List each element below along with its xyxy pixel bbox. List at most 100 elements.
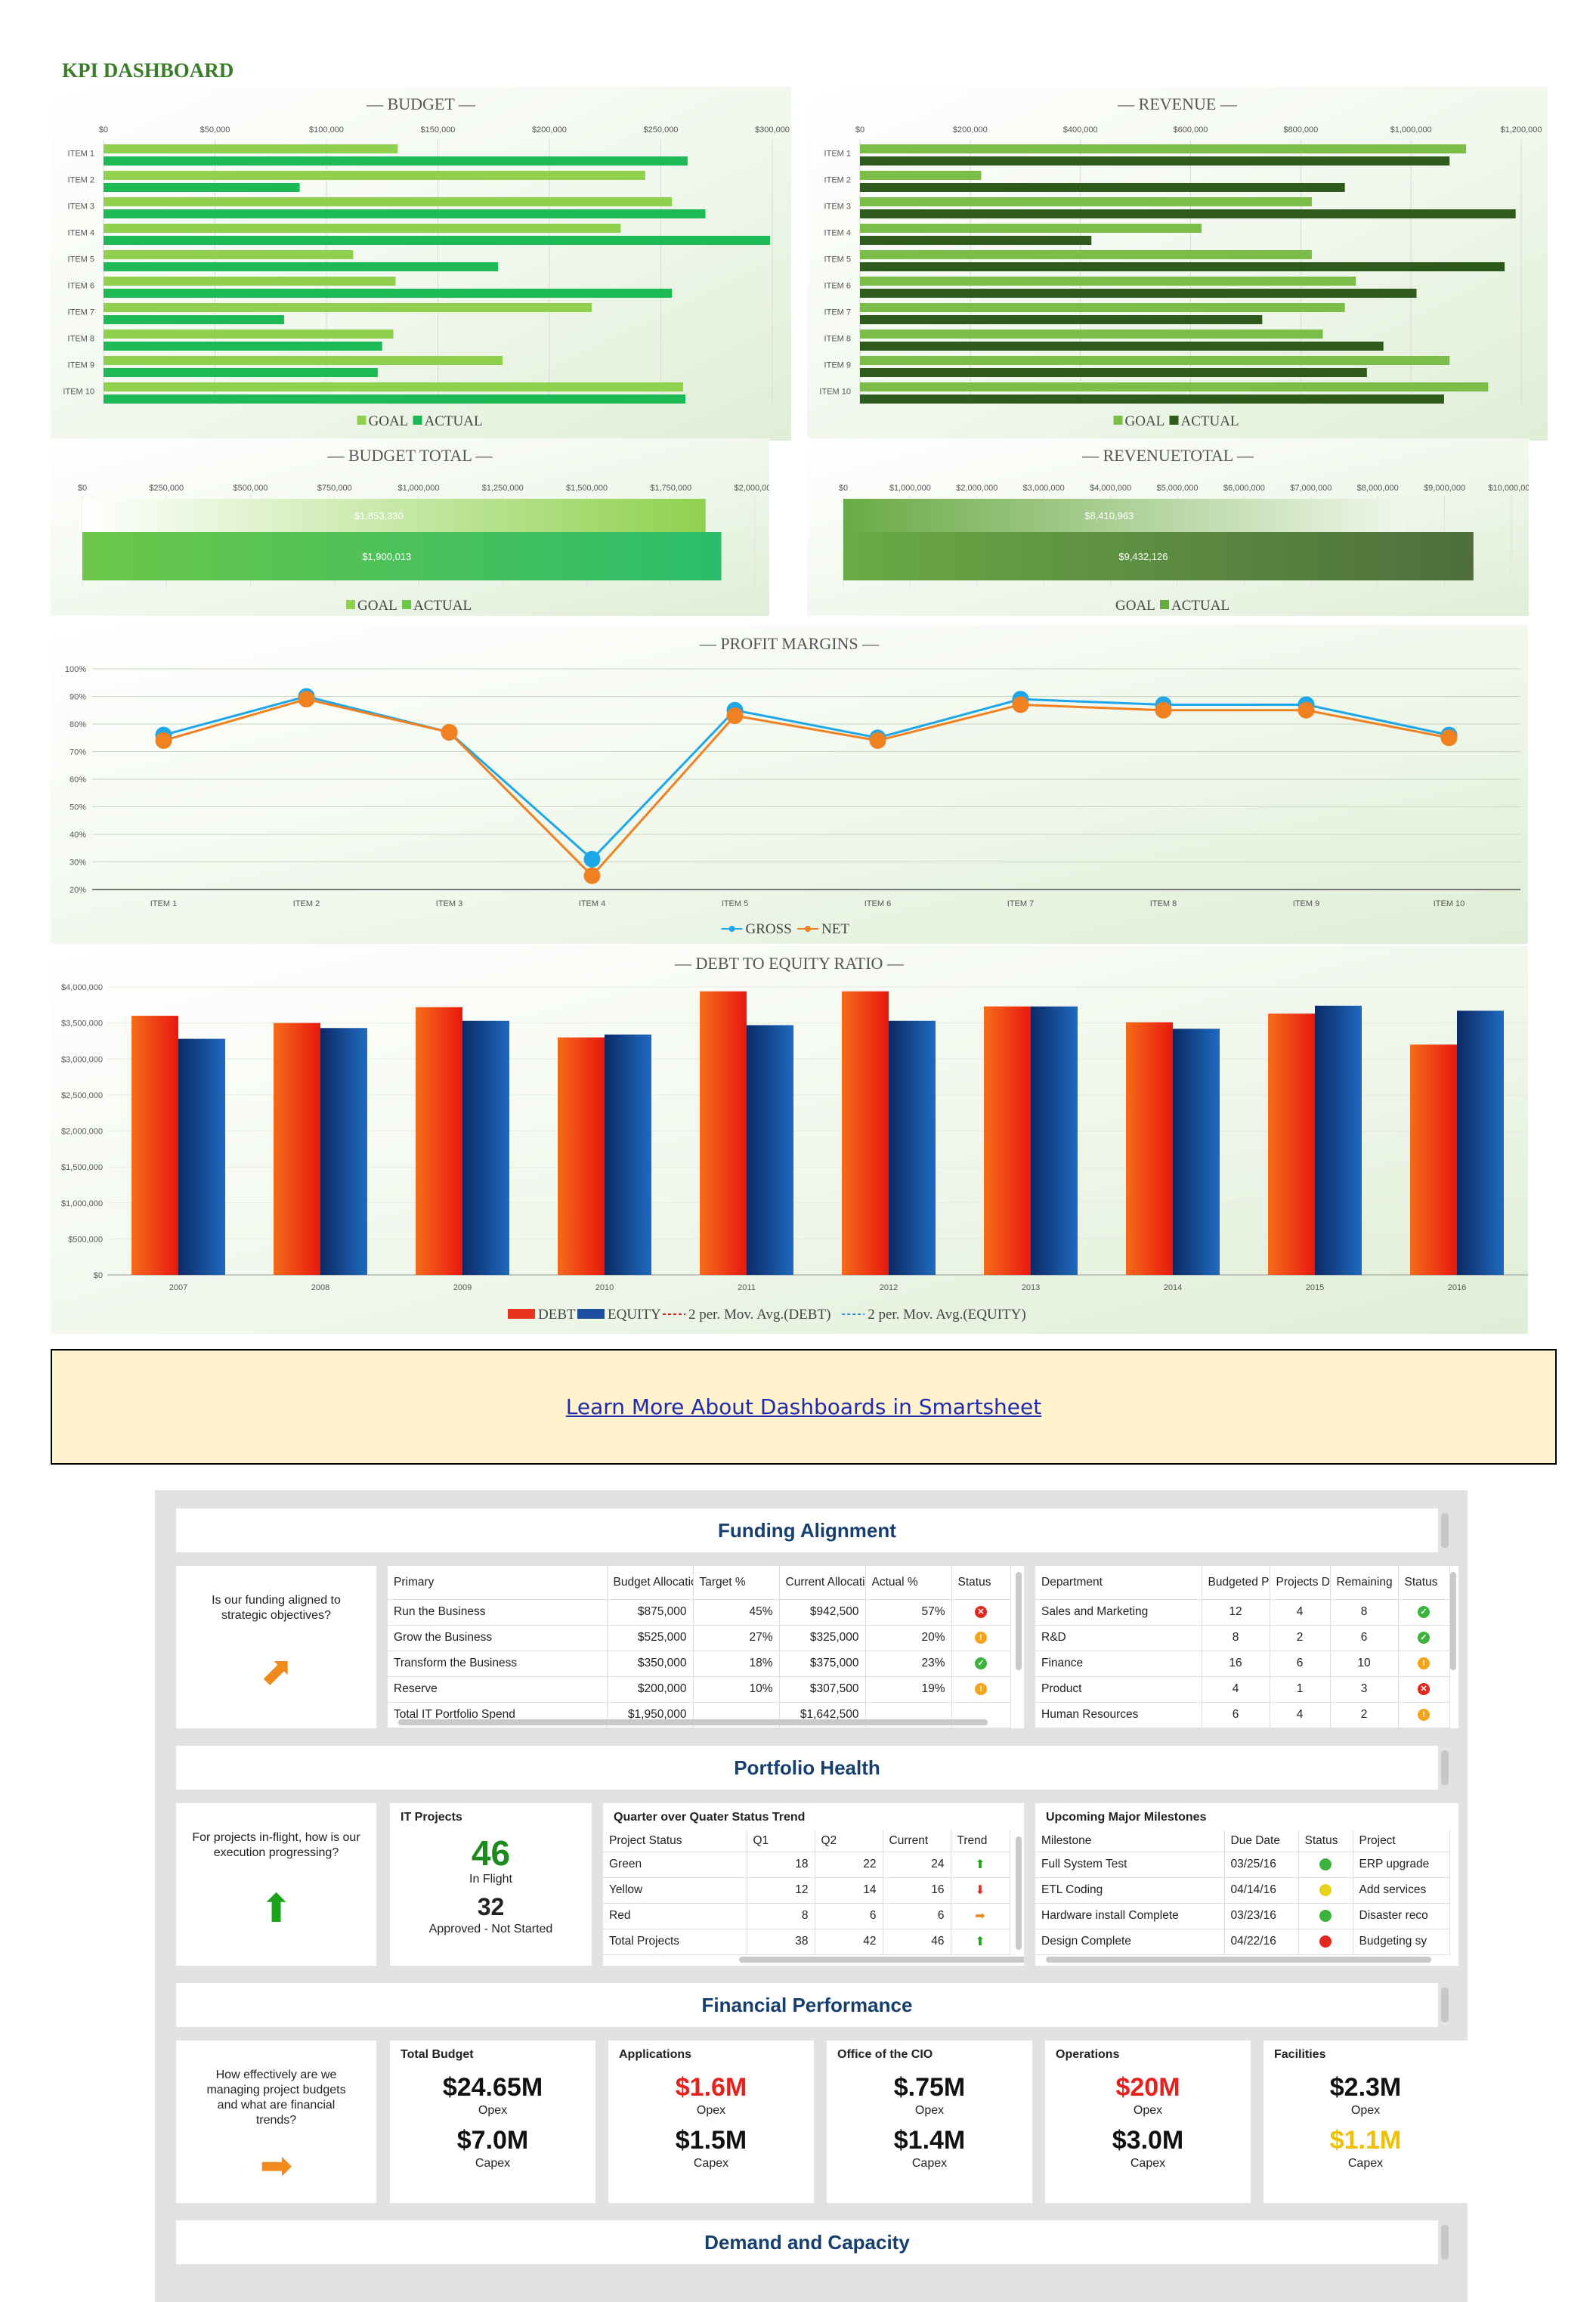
legend-swatch xyxy=(413,416,422,425)
tick-label: 30% xyxy=(70,859,86,868)
table-row[interactable]: Hardware install Complete 03/23/16 Disaste… xyxy=(1035,1903,1450,1929)
table-cell: 14 xyxy=(815,1877,883,1904)
legend-swatch xyxy=(1113,416,1123,425)
portfolio-question-card: For projects in-flight, how is our execu… xyxy=(176,1803,376,1966)
tick-label: $9,000,000 xyxy=(1424,484,1465,493)
table-row[interactable]: Design Complete 04/22/16 Budgeting sy xyxy=(1035,1929,1450,1955)
column-header[interactable]: Status xyxy=(1298,1830,1353,1852)
table-row[interactable]: Run the Business $875,000 45% $942,500 57% ✕ xyxy=(388,1599,1011,1626)
column-header[interactable]: Budgeted Projects xyxy=(1202,1566,1270,1600)
section-title: Demand and Capacity xyxy=(704,2230,910,2254)
card-title: Upcoming Major Milestones xyxy=(1046,1811,1207,1824)
legend-label: GOAL xyxy=(1125,413,1165,429)
capex-value: $3.0M xyxy=(1112,2126,1184,2155)
column-header[interactable]: Due Date xyxy=(1224,1830,1299,1852)
category-label: ITEM 6 xyxy=(824,282,851,291)
tick-label: $1,000,000 xyxy=(397,484,439,493)
table-cell: Product xyxy=(1035,1676,1202,1703)
legend-label: NET xyxy=(821,921,849,937)
bar-goal-8 xyxy=(860,330,1323,339)
table-row[interactable]: Total Projects 38 42 46 ⬆ xyxy=(603,1929,1010,1955)
budget-total-chart: — BUDGET TOTAL — $0 $250,000 $500,000 $750,0… xyxy=(51,438,769,616)
table-row[interactable]: Yellow 12 14 16 ⬇ xyxy=(603,1877,1010,1904)
table-row[interactable]: Human Resources 6 4 2! xyxy=(1035,1702,1450,1728)
bar-actual-3 xyxy=(104,209,706,218)
category-label: ITEM 2 xyxy=(824,176,851,185)
tick-label: $1,500,000 xyxy=(566,484,608,493)
bar-actual-5 xyxy=(104,262,499,271)
table-cell: Finance xyxy=(1035,1651,1202,1677)
scrollbar[interactable] xyxy=(1441,1988,1449,2022)
column-header[interactable]: Project xyxy=(1353,1830,1450,1852)
column-header[interactable]: Milestone xyxy=(1035,1830,1225,1852)
chart-legend: GOAL ACTUAL xyxy=(357,413,483,429)
vertical-scrollbar[interactable] xyxy=(1450,1572,1456,1670)
column-header[interactable]: Current xyxy=(883,1830,951,1852)
table-row[interactable]: Sales and Marketing 12 4 8 ✓ xyxy=(1035,1599,1450,1626)
status-cell: ✕ xyxy=(1398,1676,1450,1703)
scrollbar[interactable] xyxy=(1441,1750,1449,1785)
column-header[interactable]: Primary xyxy=(388,1566,608,1600)
horizontal-scrollbar[interactable] xyxy=(739,1957,1024,1963)
column-header[interactable]: Status xyxy=(1398,1566,1450,1600)
table-row[interactable]: Grow the Business $525,000 27% $325,000 20%! xyxy=(388,1625,1011,1651)
table-row[interactable]: Green 18 22 24 ⬆ xyxy=(603,1852,1010,1878)
table-cell: Sales and Marketing xyxy=(1035,1599,1202,1626)
status-green-icon xyxy=(1319,1909,1332,1922)
category-label: ITEM 2 xyxy=(68,176,94,185)
funding-question-card: Is our funding aligned to strategic obje… xyxy=(176,1566,376,1728)
legend-swatch xyxy=(1169,416,1179,425)
column-header[interactable]: Q2 xyxy=(815,1830,883,1852)
table-cell: 4 xyxy=(1202,1676,1270,1703)
scrollbar[interactable] xyxy=(1441,2225,1449,2260)
column-header[interactable]: Actual % xyxy=(865,1566,952,1600)
table-row[interactable]: Red 8 6 6 ➡ xyxy=(603,1903,1010,1929)
bar-equity-2016 xyxy=(1457,1010,1504,1275)
bar-actual-5 xyxy=(860,262,1505,271)
bar-goal-9 xyxy=(860,356,1450,365)
scrollbar[interactable] xyxy=(1441,1513,1449,1548)
column-header[interactable]: Target % xyxy=(693,1566,780,1600)
column-header[interactable]: Projects Delivered xyxy=(1270,1566,1331,1600)
column-header[interactable]: Budget Allocation xyxy=(607,1566,694,1600)
opex-value: $2.3M xyxy=(1329,2073,1402,2102)
bar-goal-2 xyxy=(104,171,645,180)
category-label: ITEM 3 xyxy=(436,899,462,908)
column-header[interactable]: Project Status xyxy=(603,1830,747,1852)
vertical-scrollbar[interactable] xyxy=(1016,1572,1022,1670)
bar-actual-1 xyxy=(860,156,1450,166)
horizontal-scrollbar[interactable] xyxy=(398,1719,988,1725)
column-header[interactable]: Remaining xyxy=(1330,1566,1399,1600)
tick-label: $250,000 xyxy=(149,484,184,493)
column-header[interactable]: Trend xyxy=(951,1830,1010,1852)
table-cell: 4 xyxy=(1270,1599,1331,1626)
table-row[interactable]: Finance 16 6 10! xyxy=(1035,1651,1450,1677)
vertical-scrollbar[interactable] xyxy=(1016,1836,1022,1950)
table-row[interactable]: Transform the Business $350,000 18% $375,00… xyxy=(388,1651,1011,1677)
table-cell: $350,000 xyxy=(607,1651,694,1677)
tick-label: $0 xyxy=(99,125,108,135)
bar-actual-1 xyxy=(104,156,688,166)
legend-swatch xyxy=(1104,600,1113,609)
bar-actual-2 xyxy=(104,183,300,192)
column-header[interactable]: Current Allocation xyxy=(779,1566,866,1600)
learn-more-link[interactable]: Learn More About Dashboards in Smartshee… xyxy=(565,1394,1042,1419)
category-label: ITEM 10 xyxy=(1434,899,1465,908)
column-header[interactable]: Department xyxy=(1035,1566,1202,1600)
column-header[interactable]: Q1 xyxy=(747,1830,815,1852)
bar-equity-2014 xyxy=(1173,1029,1220,1275)
table-row[interactable]: R&D 8 2 6 ✓ xyxy=(1035,1625,1450,1651)
table-row[interactable]: Reserve $200,000 10% $307,500 19%! xyxy=(388,1676,1011,1703)
table-cell: 8 xyxy=(1202,1625,1270,1651)
opex-label: Opex xyxy=(478,2104,508,2117)
bar-goal-3 xyxy=(860,197,1312,206)
horizontal-scrollbar[interactable] xyxy=(1046,1957,1431,1963)
table-cell: Hardware install Complete xyxy=(1035,1903,1225,1929)
category-label: ITEM 8 xyxy=(824,335,851,344)
column-header[interactable]: Status xyxy=(951,1566,1011,1600)
financial-performance-header: Financial Performance xyxy=(176,1983,1449,2027)
point-net-1 xyxy=(155,732,172,749)
table-row[interactable]: Product 4 1 3 ✕ xyxy=(1035,1676,1450,1703)
table-row[interactable]: ETL Coding 04/14/16 Add services xyxy=(1035,1877,1450,1904)
table-row[interactable]: Full System Test 03/25/16 ERP upgrade xyxy=(1035,1852,1450,1878)
